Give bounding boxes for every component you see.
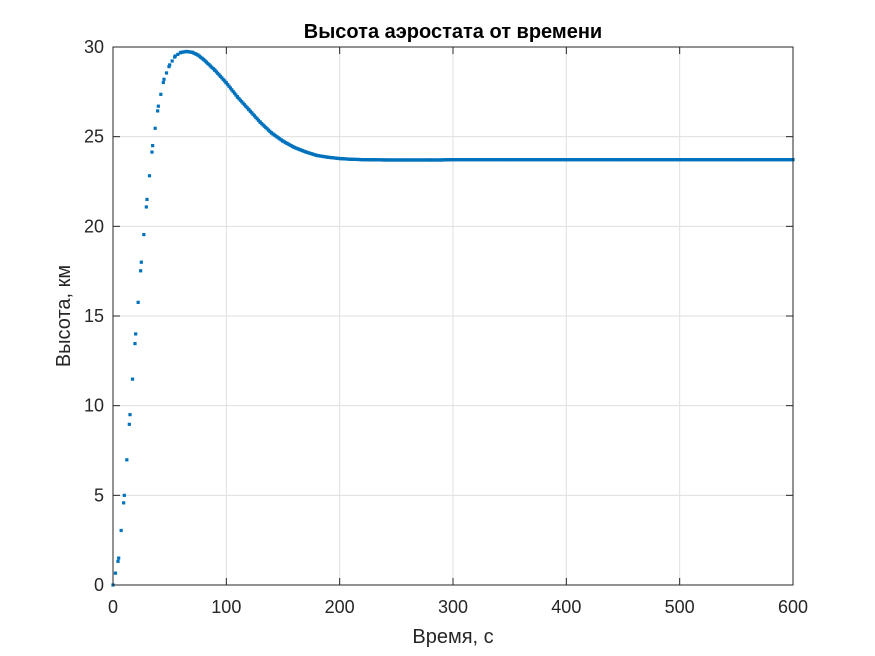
- data-point: [144, 205, 148, 209]
- y-tick-label: 15: [84, 306, 104, 326]
- data-point: [122, 493, 126, 497]
- data-point: [139, 260, 143, 264]
- data-point: [133, 342, 137, 346]
- data-point: [164, 71, 169, 75]
- y-tick-label: 10: [84, 396, 104, 416]
- x-tick-label: 0: [108, 597, 118, 617]
- chart-title: Высота аэростата от времени: [304, 21, 602, 43]
- data-point: [170, 59, 174, 63]
- x-tick-label: 400: [551, 597, 581, 617]
- data-series: [111, 49, 795, 587]
- data-point: [173, 54, 177, 58]
- data-point: [161, 80, 165, 85]
- data-point: [159, 92, 163, 96]
- data-point: [167, 65, 171, 69]
- data-point: [226, 82, 230, 87]
- y-tick-label: 20: [84, 216, 104, 236]
- x-tick-label: 500: [665, 597, 695, 617]
- data-point: [227, 84, 231, 88]
- data-point: [153, 126, 157, 130]
- y-tick-label: 0: [94, 575, 104, 595]
- data-point: [127, 422, 131, 426]
- data-point: [156, 104, 160, 108]
- x-tick-label: 600: [778, 597, 808, 617]
- data-point: [228, 86, 233, 90]
- data-point: [234, 93, 238, 97]
- data-point: [224, 81, 228, 85]
- data-point: [232, 91, 237, 95]
- x-axis-label: Время, с: [412, 626, 493, 648]
- data-point: [230, 88, 234, 92]
- data-point: [139, 269, 143, 273]
- data-point: [162, 77, 166, 81]
- data-point: [130, 377, 135, 381]
- data-point: [150, 150, 154, 154]
- data-point: [176, 52, 180, 56]
- data-point: [136, 300, 140, 304]
- data-point: [168, 63, 172, 67]
- x-tick-label: 200: [325, 597, 355, 617]
- data-point: [134, 332, 138, 336]
- data-point: [145, 197, 149, 202]
- x-tick-label: 100: [211, 597, 241, 617]
- axis-ticks: 0 100 200 300 400 500 600 0 5 10 15 20 25 30: [84, 37, 808, 617]
- y-tick-label: 5: [94, 485, 104, 505]
- data-point: [113, 571, 118, 575]
- data-point: [122, 501, 126, 505]
- y-tick-label: 30: [84, 37, 104, 57]
- data-point: [125, 458, 129, 462]
- data-point: [116, 559, 120, 563]
- y-axis-label: Высота, км: [53, 265, 75, 367]
- data-point: [142, 232, 146, 237]
- x-tick-label: 300: [438, 597, 468, 617]
- data-point: [128, 413, 132, 417]
- y-tick-label: 25: [84, 127, 104, 147]
- data-point: [151, 144, 155, 148]
- data-point: [147, 174, 152, 178]
- data-point: [156, 109, 160, 113]
- data-point: [231, 89, 235, 94]
- data-point: [117, 556, 121, 560]
- data-point: [119, 528, 123, 533]
